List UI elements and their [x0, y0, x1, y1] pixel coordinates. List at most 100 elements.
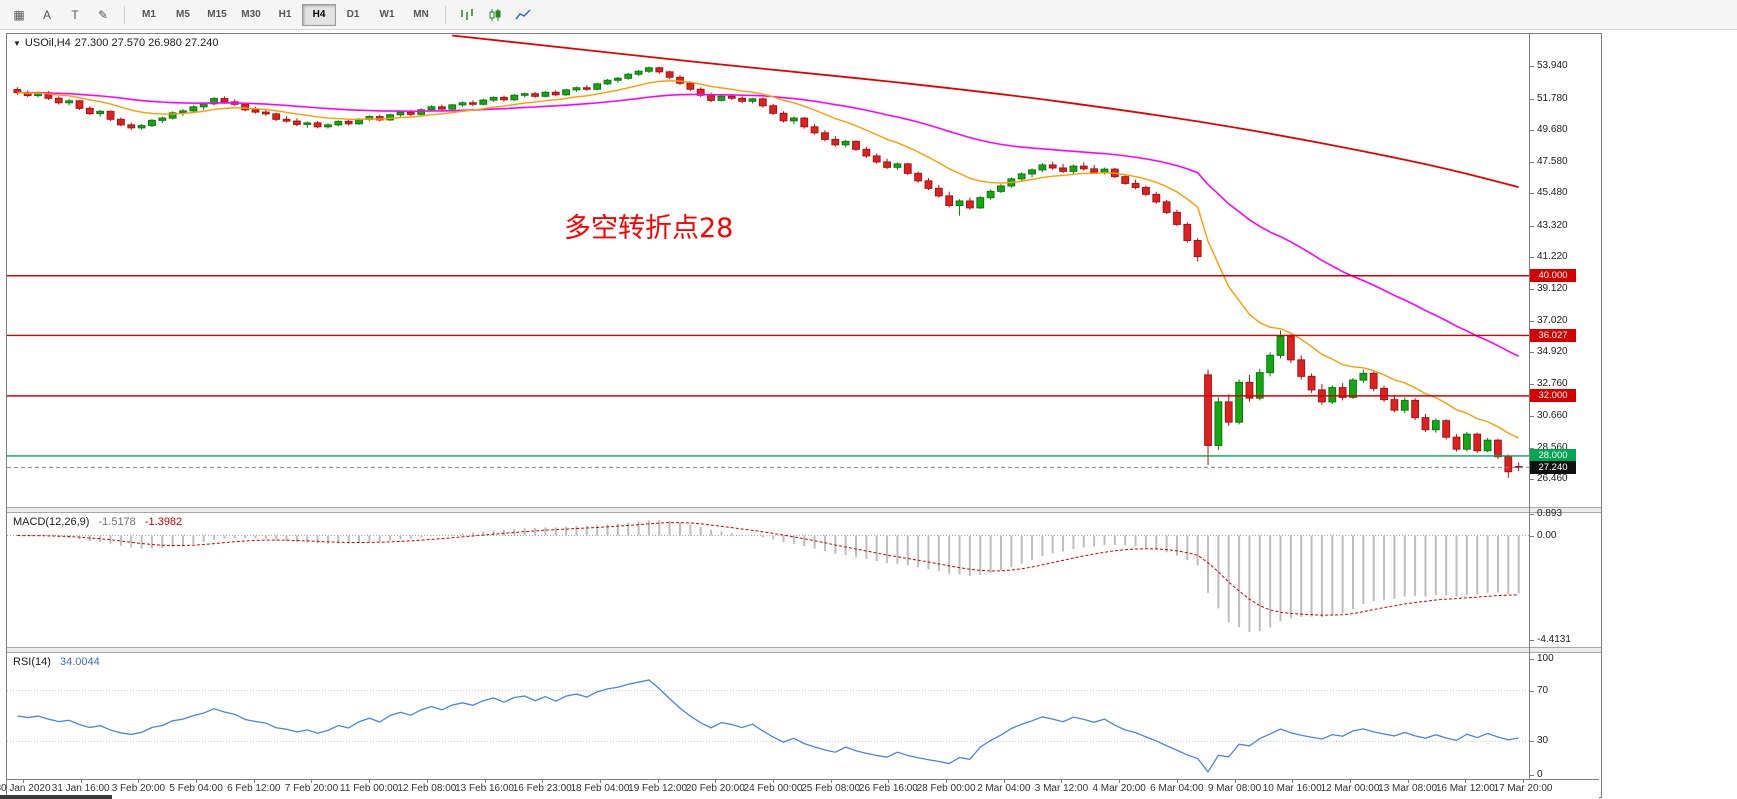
timeframe-button-M30[interactable]: M30 [241, 9, 261, 20]
time-axis[interactable]: 30 Jan 2020 31 Jan 16:00 3 Feb 20:00 5 Feb … [0, 779, 1599, 798]
candle-body [955, 200, 964, 206]
candle-body [1235, 381, 1243, 423]
candle-body [168, 112, 177, 119]
time-axis-tick [253, 780, 255, 783]
rsi-value: 34.0044 [59, 656, 100, 668]
candle-body [1359, 372, 1368, 381]
time-axis-label: 6 Feb 12:00 [227, 783, 281, 794]
time-axis-tick [888, 780, 890, 783]
time-axis-tick [80, 780, 82, 783]
time-axis-tick [1119, 780, 1121, 783]
candle-body [1121, 176, 1130, 184]
time-axis-tick [426, 780, 428, 783]
timeframe-button-M5[interactable]: M5 [176, 9, 190, 20]
time-axis-label: 17 Mar 20:00 [1493, 783, 1553, 794]
time-axis-label: 3 Feb 20:00 [111, 783, 166, 794]
timeframe-button-MN[interactable]: MN [413, 9, 429, 20]
candle-body [334, 120, 343, 126]
symbol-dropdown-icon[interactable]: ▼ [13, 38, 21, 48]
candle-body [85, 107, 94, 115]
candle-body [883, 161, 891, 168]
time-axis-tick [1349, 780, 1351, 783]
price-chart-pane[interactable]: ▼ USOil,H4 27.300 27.570 26.980 27.240 多… [7, 34, 1529, 507]
candle-body [199, 103, 208, 108]
level-price-badge: 28.000 [1530, 449, 1576, 463]
chart-annotation[interactable]: 多空转折点28 [564, 213, 734, 244]
candle-body [1204, 374, 1212, 446]
candles-view-icon[interactable] [482, 4, 508, 26]
candle-body [1069, 165, 1078, 172]
draw-tools-icon[interactable]: ✎ [97, 7, 109, 22]
candle-body [903, 163, 912, 174]
timeframe-button-W1[interactable]: W1 [379, 9, 395, 20]
candle-body [1349, 379, 1357, 398]
timeframe-button-H4[interactable]: H4 [302, 3, 336, 26]
macd-pane[interactable]: MACD(12,26,9) -1.5178 -1.3982 [7, 513, 1529, 647]
symbol-title: ▼ USOil,H4 27.300 27.570 26.980 27.240 [13, 37, 219, 49]
macd-signal-value: -1.3982 [144, 516, 183, 528]
timeframes-group: M1 M5 M15 M30 H1 H4 D1 W1 MN [132, 3, 438, 26]
candle-body [1400, 399, 1409, 411]
candle-body [1286, 336, 1295, 361]
candle-body [966, 200, 974, 209]
candle-body [1462, 433, 1471, 450]
candle-body [324, 124, 332, 128]
candle-body [997, 185, 1005, 192]
rsi-pane[interactable]: RSI(14) 34.0044 [7, 653, 1529, 779]
time-axis-label: 11 Feb 00:00 [340, 783, 399, 794]
candle-body [769, 105, 778, 114]
candle-body [148, 119, 156, 127]
timeframe-button-M1[interactable]: M1 [142, 9, 156, 20]
pane-splitter[interactable] [7, 507, 1601, 513]
candle-body [613, 77, 622, 81]
time-axis-tick [599, 780, 601, 783]
level-price-badge: 40.000 [1530, 269, 1576, 283]
candle-body [1369, 372, 1378, 389]
pane-splitter[interactable] [7, 647, 1601, 653]
rsi-label: RSI(14) 34.0044 [13, 656, 100, 668]
price-axis-label: 39.120 [1537, 282, 1568, 294]
candle-body [1338, 387, 1347, 398]
text-tool-icon[interactable]: A [42, 7, 51, 22]
candle-body [862, 148, 871, 157]
label-tool-icon[interactable]: T [71, 7, 79, 22]
time-axis-tick [542, 780, 544, 783]
candle-body [448, 104, 457, 110]
candle-body [137, 125, 146, 129]
candle-body [1079, 165, 1088, 170]
candle-body [1390, 399, 1399, 411]
time-axis-label: 31 Jan 16:00 [51, 783, 110, 794]
candle-body [106, 110, 115, 120]
timeframe-button-H1[interactable]: H1 [278, 9, 292, 20]
candle-body [1173, 211, 1181, 225]
time-axis-label: 7 Feb 20:00 [284, 783, 339, 794]
candle-body [437, 106, 446, 110]
price-axis-label: 53.940 [1537, 60, 1568, 72]
candle-body [634, 70, 643, 75]
candle-body [1452, 436, 1461, 450]
time-axis-label: 16 Feb 23:00 [512, 783, 572, 794]
candle-body [1090, 168, 1099, 173]
time-axis-tick [715, 780, 717, 783]
candle-body [686, 82, 695, 90]
line-view-icon[interactable] [510, 4, 536, 26]
candle-body [1028, 169, 1036, 175]
candle-body [1245, 381, 1254, 399]
timeframe-button-D1[interactable]: D1 [346, 9, 360, 20]
price-axis-label: 34.920 [1537, 346, 1568, 358]
candle-body [272, 113, 281, 120]
candle-body [13, 89, 22, 94]
rsi-axis-label: 70 [1537, 684, 1549, 696]
candle-body [727, 95, 736, 99]
candle-body [489, 96, 498, 101]
objects-list-icon[interactable]: ▦ [13, 7, 25, 22]
candle-body [1380, 387, 1388, 401]
candle-body [220, 98, 229, 103]
timeframe-button-M15[interactable]: M15 [207, 9, 227, 20]
time-axis-label: 5 Feb 04:00 [169, 783, 223, 794]
bars-view-icon[interactable] [454, 4, 480, 26]
candle-body [96, 110, 105, 115]
macd-signal-line [17, 522, 1519, 616]
candle-body [738, 97, 747, 102]
symbol-name: USOil,H4 [24, 37, 71, 49]
